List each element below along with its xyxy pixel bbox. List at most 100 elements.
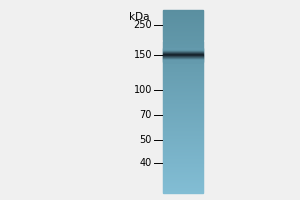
Bar: [163, 161, 203, 162]
Bar: [163, 167, 203, 168]
Bar: [163, 166, 203, 167]
Bar: [163, 158, 203, 159]
Bar: [163, 85, 203, 86]
Text: 50: 50: [140, 135, 152, 145]
Bar: [163, 10, 203, 11]
Bar: [163, 96, 203, 97]
Bar: [163, 123, 203, 124]
Bar: [163, 59, 203, 60]
Bar: [163, 64, 203, 65]
Bar: [163, 134, 203, 135]
Bar: [163, 82, 203, 83]
Bar: [163, 16, 203, 17]
Bar: [163, 188, 203, 189]
Bar: [163, 177, 203, 178]
Bar: [163, 29, 203, 30]
Bar: [163, 13, 203, 14]
Bar: [163, 26, 203, 27]
Bar: [163, 110, 203, 111]
Bar: [163, 60, 203, 61]
Bar: [163, 90, 203, 91]
Bar: [163, 100, 203, 101]
Bar: [163, 179, 203, 180]
Bar: [163, 116, 203, 117]
Bar: [163, 169, 203, 170]
Bar: [163, 68, 203, 69]
Text: 250: 250: [134, 20, 152, 30]
Bar: [163, 171, 203, 172]
Bar: [163, 107, 203, 108]
Bar: [163, 59, 203, 60]
Bar: [163, 80, 203, 81]
Bar: [163, 153, 203, 154]
Bar: [163, 152, 203, 153]
Bar: [163, 57, 203, 58]
Bar: [163, 49, 203, 50]
Bar: [163, 83, 203, 84]
Bar: [163, 133, 203, 134]
Bar: [163, 25, 203, 26]
Bar: [163, 143, 203, 144]
Bar: [163, 92, 203, 93]
Bar: [163, 53, 203, 54]
Bar: [163, 44, 203, 45]
Bar: [163, 52, 203, 53]
Text: 150: 150: [134, 50, 152, 60]
Bar: [163, 162, 203, 163]
Bar: [163, 137, 203, 138]
Bar: [163, 54, 203, 55]
Bar: [163, 192, 203, 193]
Bar: [163, 125, 203, 126]
Bar: [163, 147, 203, 148]
Bar: [163, 81, 203, 82]
Bar: [163, 84, 203, 85]
Bar: [163, 164, 203, 165]
Bar: [163, 120, 203, 121]
Bar: [163, 142, 203, 143]
Bar: [163, 101, 203, 102]
Bar: [163, 113, 203, 114]
Text: 70: 70: [140, 110, 152, 120]
Bar: [163, 58, 203, 59]
Bar: [163, 103, 203, 104]
Bar: [163, 170, 203, 171]
Bar: [163, 18, 203, 19]
Bar: [163, 60, 203, 61]
Bar: [163, 97, 203, 98]
Bar: [163, 174, 203, 175]
Bar: [163, 95, 203, 96]
Bar: [163, 47, 203, 48]
Bar: [163, 135, 203, 136]
Bar: [163, 183, 203, 184]
Bar: [163, 168, 203, 169]
Bar: [163, 156, 203, 157]
Bar: [163, 19, 203, 20]
Bar: [163, 145, 203, 146]
Bar: [163, 41, 203, 42]
Bar: [163, 108, 203, 109]
Bar: [163, 115, 203, 116]
Bar: [163, 23, 203, 24]
Bar: [163, 40, 203, 41]
Bar: [163, 78, 203, 79]
Bar: [163, 33, 203, 34]
Bar: [163, 17, 203, 18]
Bar: [163, 114, 203, 115]
Bar: [163, 91, 203, 92]
Bar: [163, 104, 203, 105]
Bar: [163, 37, 203, 38]
Bar: [163, 14, 203, 15]
Bar: [163, 12, 203, 13]
Bar: [163, 151, 203, 152]
Bar: [163, 109, 203, 110]
Bar: [163, 130, 203, 131]
Bar: [163, 178, 203, 179]
Bar: [163, 15, 203, 16]
Bar: [163, 24, 203, 25]
Bar: [163, 88, 203, 89]
Bar: [163, 187, 203, 188]
Bar: [163, 180, 203, 181]
Bar: [163, 121, 203, 122]
Bar: [163, 52, 203, 53]
Bar: [163, 117, 203, 118]
